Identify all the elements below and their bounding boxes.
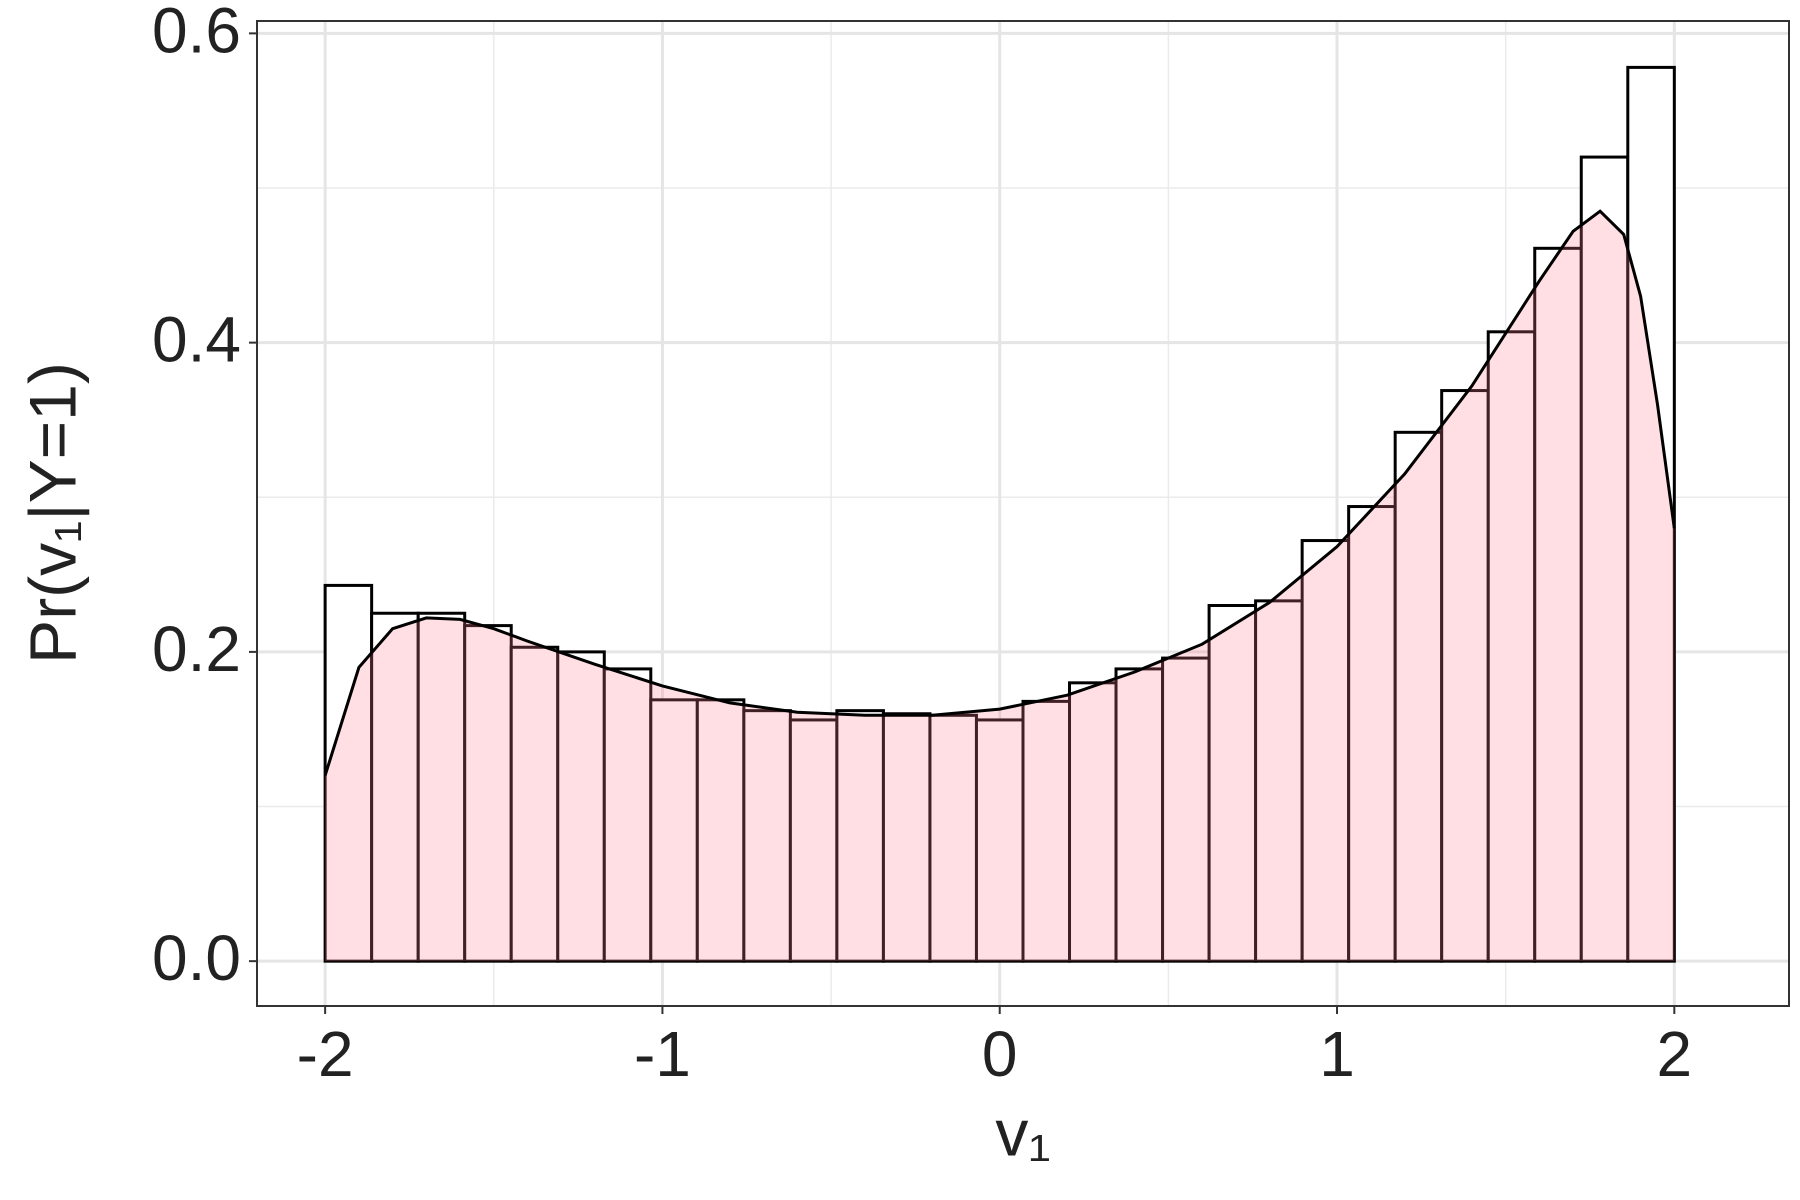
x-tick-label: -1 xyxy=(634,1018,691,1090)
bar xyxy=(1254,599,1304,963)
density-line xyxy=(323,209,1676,777)
bar xyxy=(1440,389,1490,963)
bar xyxy=(742,709,792,963)
bar xyxy=(416,611,467,963)
bar xyxy=(788,718,839,963)
bar xyxy=(1486,330,1537,963)
bar xyxy=(1393,430,1444,963)
bar xyxy=(649,698,699,963)
x-tick-label: -2 xyxy=(297,1018,354,1090)
bar xyxy=(1021,699,1072,963)
bar xyxy=(1068,681,1118,963)
bar xyxy=(1114,667,1165,963)
x-tick-label: 1 xyxy=(1319,1018,1355,1090)
bar xyxy=(1533,246,1583,963)
y-axis-title: Pr(v₁|Y=1) xyxy=(15,362,89,664)
bar xyxy=(1626,65,1676,963)
bar xyxy=(928,713,978,963)
y-tick-label: 0.6 xyxy=(152,0,241,66)
panel-border xyxy=(256,20,1790,1007)
y-tick-label: 0.0 xyxy=(152,922,241,994)
bar xyxy=(974,718,1025,963)
bar xyxy=(1207,604,1258,963)
bar xyxy=(323,583,374,963)
x-axis-title: v₁ xyxy=(995,1095,1050,1169)
x-tick-label: 2 xyxy=(1657,1018,1693,1090)
bar xyxy=(556,650,606,963)
x-tick-label: 0 xyxy=(982,1018,1018,1090)
y-tick-label: 0.4 xyxy=(152,304,241,376)
bar xyxy=(370,611,420,963)
y-tick-label: 0.2 xyxy=(152,613,241,685)
density-area xyxy=(325,211,1675,962)
bar xyxy=(509,645,560,963)
bar xyxy=(695,698,746,963)
